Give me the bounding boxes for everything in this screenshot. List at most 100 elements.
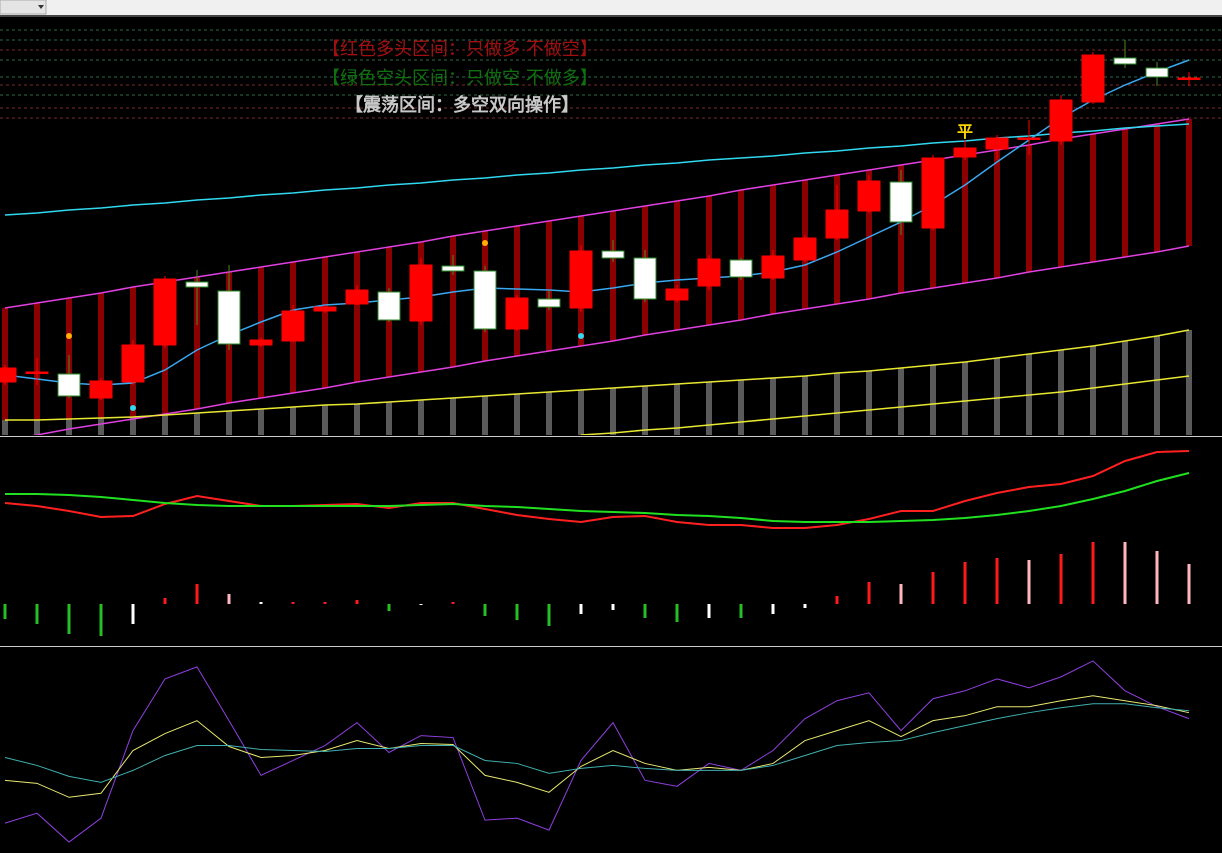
band-bar [1090, 134, 1096, 262]
candle-body [441, 265, 465, 272]
candle-body [473, 270, 497, 330]
dropdown-arrow [38, 5, 44, 9]
histogram-bar [707, 604, 711, 618]
histogram-bar [675, 604, 679, 622]
candle-body [0, 367, 17, 383]
signal-dot [482, 240, 488, 246]
signal-dot [130, 405, 136, 411]
base-bar [66, 419, 72, 435]
base-bar [258, 409, 264, 435]
histogram-bar [419, 604, 423, 605]
candle-body [377, 291, 401, 321]
overlay-line [580, 375, 1190, 435]
candle-body [153, 278, 177, 346]
base-bar [642, 386, 648, 435]
base-bar [770, 378, 776, 435]
base-bar [98, 418, 104, 435]
base-bar [834, 373, 840, 435]
histogram-bar [227, 594, 231, 604]
candle-body [409, 264, 433, 322]
base-bar [162, 415, 168, 435]
base-bar [546, 392, 552, 435]
base-bar [386, 402, 392, 435]
band-bar [962, 155, 968, 283]
band-bar [674, 201, 680, 330]
candle-body [1049, 99, 1073, 142]
base-bar [290, 407, 296, 435]
base-bar [482, 396, 488, 435]
overlay-line [4, 118, 1190, 309]
histogram-bar [131, 604, 135, 624]
candle-body [953, 147, 977, 158]
candle-body [89, 380, 113, 399]
candle-body [1081, 54, 1105, 103]
histogram-bar [739, 604, 743, 618]
band-bar [450, 236, 456, 367]
histogram-bar [291, 602, 295, 604]
candle-body [825, 209, 849, 239]
band-bar [98, 293, 104, 424]
candle-body [1113, 57, 1137, 65]
candle-body [25, 371, 49, 374]
histogram-bar [899, 584, 903, 604]
band-bar [546, 221, 552, 351]
histogram-bar [963, 562, 967, 604]
base-bar [802, 376, 808, 435]
histogram-bar [1187, 564, 1191, 604]
candle-body [313, 306, 337, 312]
candle-body [217, 290, 241, 345]
base-bar [226, 411, 232, 435]
base-bar [674, 384, 680, 435]
candle-body [121, 344, 145, 383]
overlay-line [5, 329, 1190, 421]
histogram-bar [803, 604, 807, 608]
band-bar [1058, 139, 1064, 267]
base-bar [1186, 330, 1192, 435]
candle-body [793, 237, 817, 261]
histogram-bar [771, 604, 775, 614]
base-bar [962, 362, 968, 435]
signal-dot [578, 333, 584, 339]
histogram-bar [995, 558, 999, 604]
base-bar [994, 358, 1000, 435]
candle-body [1177, 77, 1201, 80]
base-bar [322, 405, 328, 435]
base-bar [1122, 341, 1128, 435]
base-bar [898, 368, 904, 435]
band-bar [770, 185, 776, 314]
band-bar [258, 267, 264, 398]
base-bar [866, 371, 872, 435]
candle-body [729, 259, 753, 278]
histogram-bar [259, 602, 263, 604]
indicator-line [4, 450, 1190, 529]
base-bar [130, 417, 136, 435]
price-panel: 平 [0, 29, 1222, 435]
histogram-bar [867, 582, 871, 604]
candle-body [601, 250, 625, 259]
histogram-bar [323, 602, 327, 604]
candle-body [537, 298, 561, 308]
histogram-bar [67, 604, 71, 634]
toolbar-button[interactable] [0, 0, 47, 15]
candle-body [185, 281, 209, 288]
band-bar [194, 277, 200, 409]
histogram-bar [1091, 542, 1095, 604]
annotation: 平 [957, 122, 973, 141]
oscillator-line [4, 703, 1190, 783]
base-bar [34, 420, 40, 435]
base-bar [1154, 336, 1160, 435]
candle-body [761, 255, 785, 279]
candle-body [665, 288, 689, 301]
signal-dot [66, 333, 72, 339]
histogram-bar [163, 598, 167, 604]
histogram-bar [931, 572, 935, 604]
candle-body [857, 180, 881, 212]
base-bar [514, 394, 520, 435]
candle-body [569, 250, 593, 309]
candle-body [985, 137, 1009, 150]
base-bar [418, 400, 424, 435]
oscillator-line [4, 660, 1190, 843]
histogram-bar [483, 604, 487, 616]
base-bar [450, 398, 456, 435]
candle-body [889, 181, 913, 223]
